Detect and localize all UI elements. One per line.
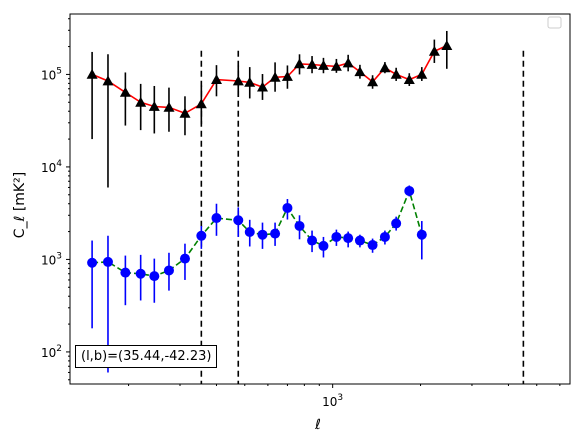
series-1-point (307, 235, 318, 246)
series-1-point (391, 218, 402, 229)
series-0-point (148, 101, 160, 111)
series-0-point (428, 45, 440, 56)
series-1-point (233, 215, 244, 226)
series-1-point (343, 233, 354, 244)
series-1-point (367, 240, 378, 251)
x-axis-label: ℓ (314, 417, 321, 433)
series-0-point (102, 75, 114, 86)
series-1-point (270, 228, 281, 239)
series-0-point (403, 74, 415, 84)
series-1-point (354, 235, 365, 246)
series-1-point (149, 271, 160, 282)
series-1-point (135, 268, 146, 279)
series-0-point (416, 68, 428, 79)
series-0-point (330, 60, 342, 71)
series-0-point (257, 81, 268, 92)
series-1-point (196, 230, 207, 241)
series-0-point (269, 71, 281, 82)
series-0-point (390, 68, 402, 79)
series-1-point (87, 257, 98, 268)
series-0-point (211, 74, 222, 84)
series-0 (86, 30, 453, 188)
series-0-point (119, 86, 131, 97)
series-0-point (135, 96, 147, 107)
x-tick-label: 103 (322, 393, 343, 409)
series-1-point (257, 229, 268, 240)
series-0-point (342, 57, 354, 68)
series-0-point (244, 76, 256, 87)
series-1-point (211, 213, 222, 224)
series-0-point (379, 62, 391, 73)
series-1-point (282, 202, 293, 213)
series-0-point (441, 40, 453, 50)
series-1-point (120, 267, 131, 278)
series-1-point (179, 253, 190, 264)
series-1-point (404, 185, 415, 196)
series-1-point (163, 265, 174, 276)
y-axis-label: C_ℓ [mK²] (12, 172, 28, 238)
series-0-point (354, 66, 366, 77)
coordinates-annotation: (l,b)=(35.44,-42.23) (75, 345, 218, 368)
series-0-point (163, 101, 175, 112)
legend-box (547, 16, 562, 29)
series-1-point (379, 231, 390, 242)
series-1-point (318, 240, 329, 251)
axis-ticks: 102 103 104 105 103 (41, 18, 561, 409)
series-1-point (244, 226, 255, 237)
y-tick-label: 102 (41, 344, 62, 360)
series-0-point (232, 75, 244, 86)
series-1-point (331, 231, 342, 242)
series-0-point (179, 107, 191, 118)
series-0-point (195, 98, 207, 109)
series-0-point (294, 58, 305, 69)
data-series (86, 30, 453, 373)
series-1-point (102, 256, 113, 267)
y-tick-label: 103 (41, 251, 62, 267)
series-1-point (294, 220, 305, 231)
series-0-point (318, 60, 329, 70)
series-0-point (86, 68, 98, 79)
y-tick-label: 104 (41, 159, 62, 175)
series-1-point (416, 229, 427, 240)
series-0-point (306, 59, 318, 69)
plot-frame (69, 13, 571, 385)
series-0-point (281, 71, 293, 81)
series-1 (87, 185, 427, 373)
y-tick-label: 105 (41, 66, 62, 82)
series-0-point (367, 76, 379, 87)
